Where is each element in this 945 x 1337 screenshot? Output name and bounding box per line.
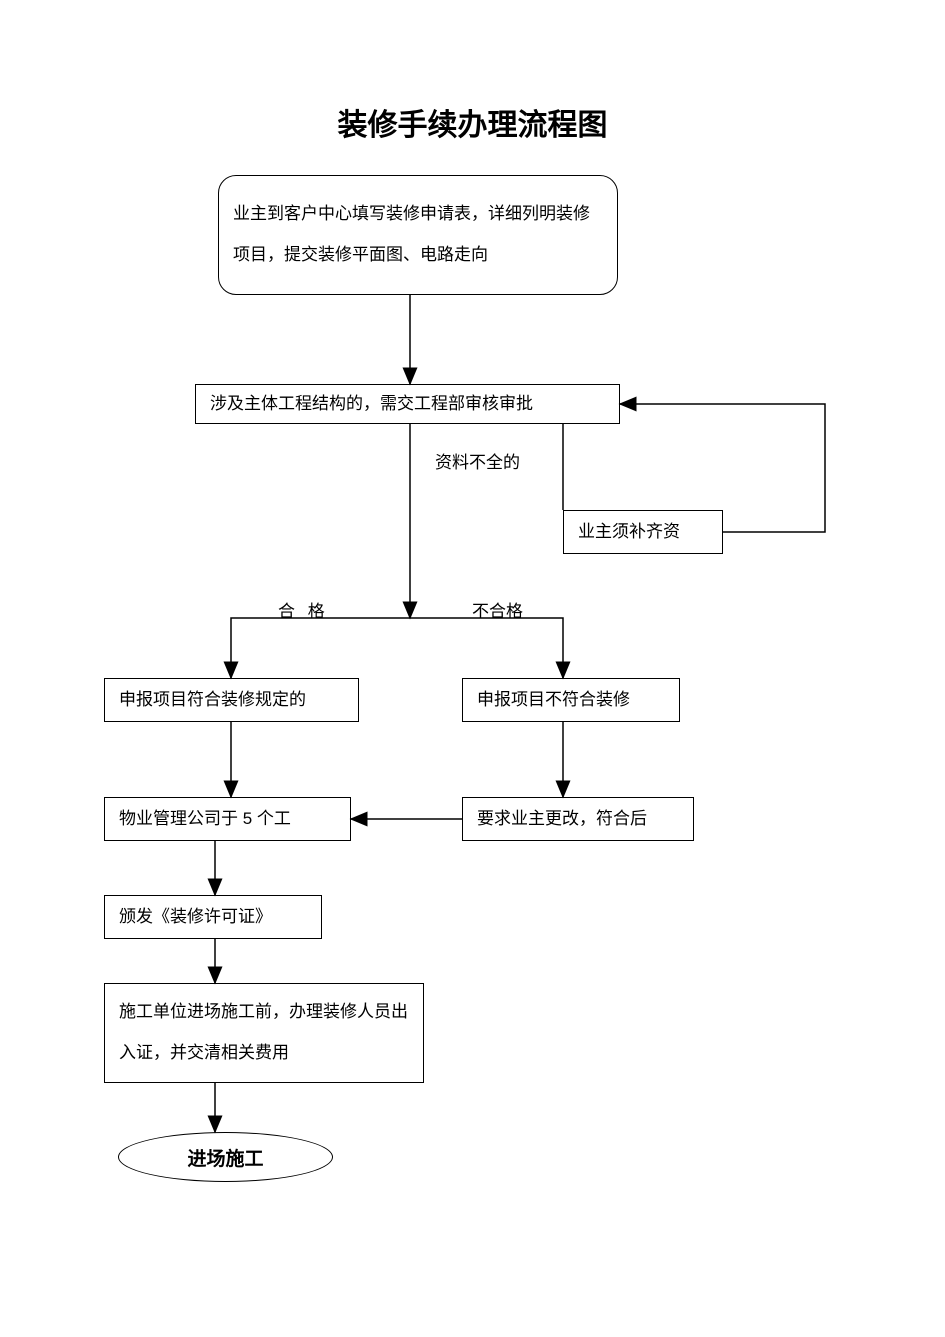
node-text: 业主到客户中心填写装修申请表，详细列明装修项目，提交装修平面图、电路走向: [219, 184, 617, 286]
node-engineering-review: 涉及主体工程结构的，需交工程部审核审批: [195, 384, 620, 424]
title-text: 装修手续办理流程图: [338, 109, 608, 142]
node-text: 业主须补齐资: [564, 502, 722, 563]
node-application-form: 业主到客户中心填写装修申请表，详细列明装修项目，提交装修平面图、电路走向: [218, 175, 618, 295]
label-pass: 合 格: [278, 597, 329, 622]
label-incomplete-docs: 资料不全的: [435, 448, 520, 473]
label-fail: 不合格: [472, 597, 523, 622]
node-text: 涉及主体工程结构的，需交工程部审核审批: [196, 374, 619, 435]
node-property-mgmt: 物业管理公司于 5 个工: [104, 797, 351, 841]
label-text: 合 格: [278, 602, 329, 621]
label-text: 资料不全的: [435, 453, 520, 472]
node-before-construction: 施工单位进场施工前，办理装修人员出入证，并交清相关费用: [104, 983, 424, 1083]
node-text: 要求业主更改，符合后: [463, 789, 693, 850]
page-title: 装修手续办理流程图: [0, 100, 945, 144]
node-request-change: 要求业主更改，符合后: [462, 797, 694, 841]
node-text: 施工单位进场施工前，办理装修人员出入证，并交清相关费用: [105, 982, 423, 1084]
node-owner-supplement: 业主须补齐资: [563, 510, 723, 554]
node-text: 物业管理公司于 5 个工: [105, 789, 350, 850]
node-issue-permit: 颁发《装修许可证》: [104, 895, 322, 939]
node-text: 申报项目不符合装修: [463, 670, 679, 731]
node-start-construction: 进场施工: [118, 1132, 333, 1182]
node-text: 进场施工: [187, 1144, 263, 1171]
node-text: 颁发《装修许可证》: [105, 887, 321, 948]
node-project-compliant: 申报项目符合装修规定的: [104, 678, 359, 722]
label-text: 不合格: [472, 602, 523, 621]
node-project-noncompliant: 申报项目不符合装修: [462, 678, 680, 722]
node-text: 申报项目符合装修规定的: [105, 670, 358, 731]
